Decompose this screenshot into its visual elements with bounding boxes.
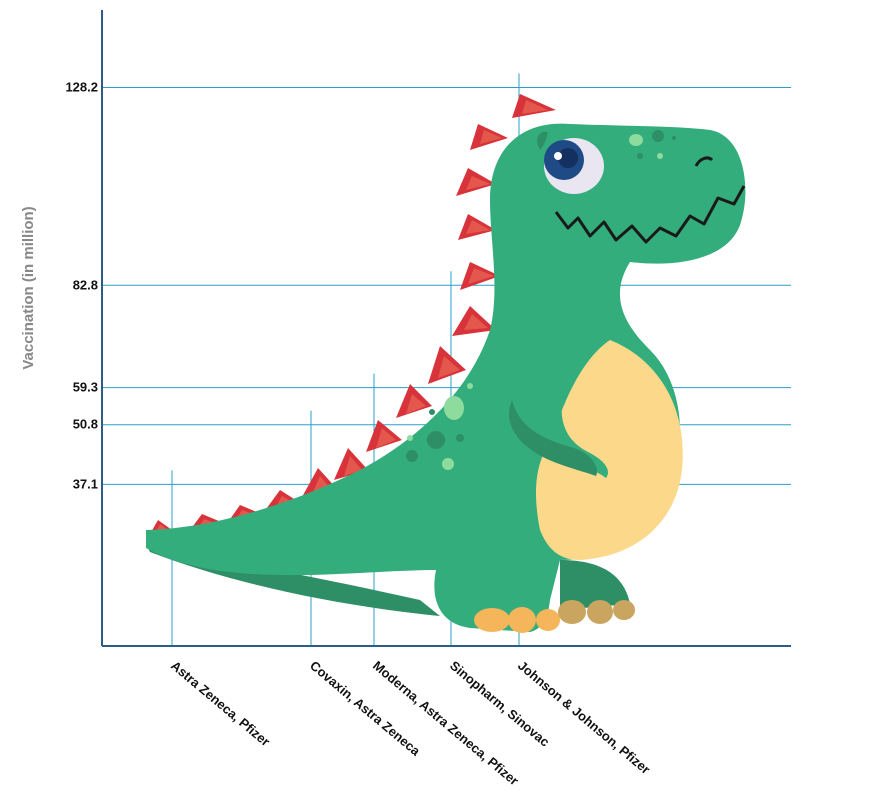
y-axis-label: Vaccination (in million): [20, 206, 37, 369]
y-tick-label: 82.8: [73, 277, 98, 292]
y-tick-label: 128.2: [65, 80, 98, 95]
x-category-label: Covaxin, Astra Zeneca: [307, 658, 424, 759]
x-category-label: Johnson & Johnson, Pfizer: [515, 658, 653, 777]
y-tick-label: 59.3: [73, 380, 98, 395]
y-tick-label: 37.1: [73, 476, 98, 491]
x-category-label: Astra Zeneca, Pfizer: [168, 658, 273, 749]
y-tick-label: 50.8: [73, 417, 98, 432]
dinosaur-illustration: [146, 94, 746, 633]
